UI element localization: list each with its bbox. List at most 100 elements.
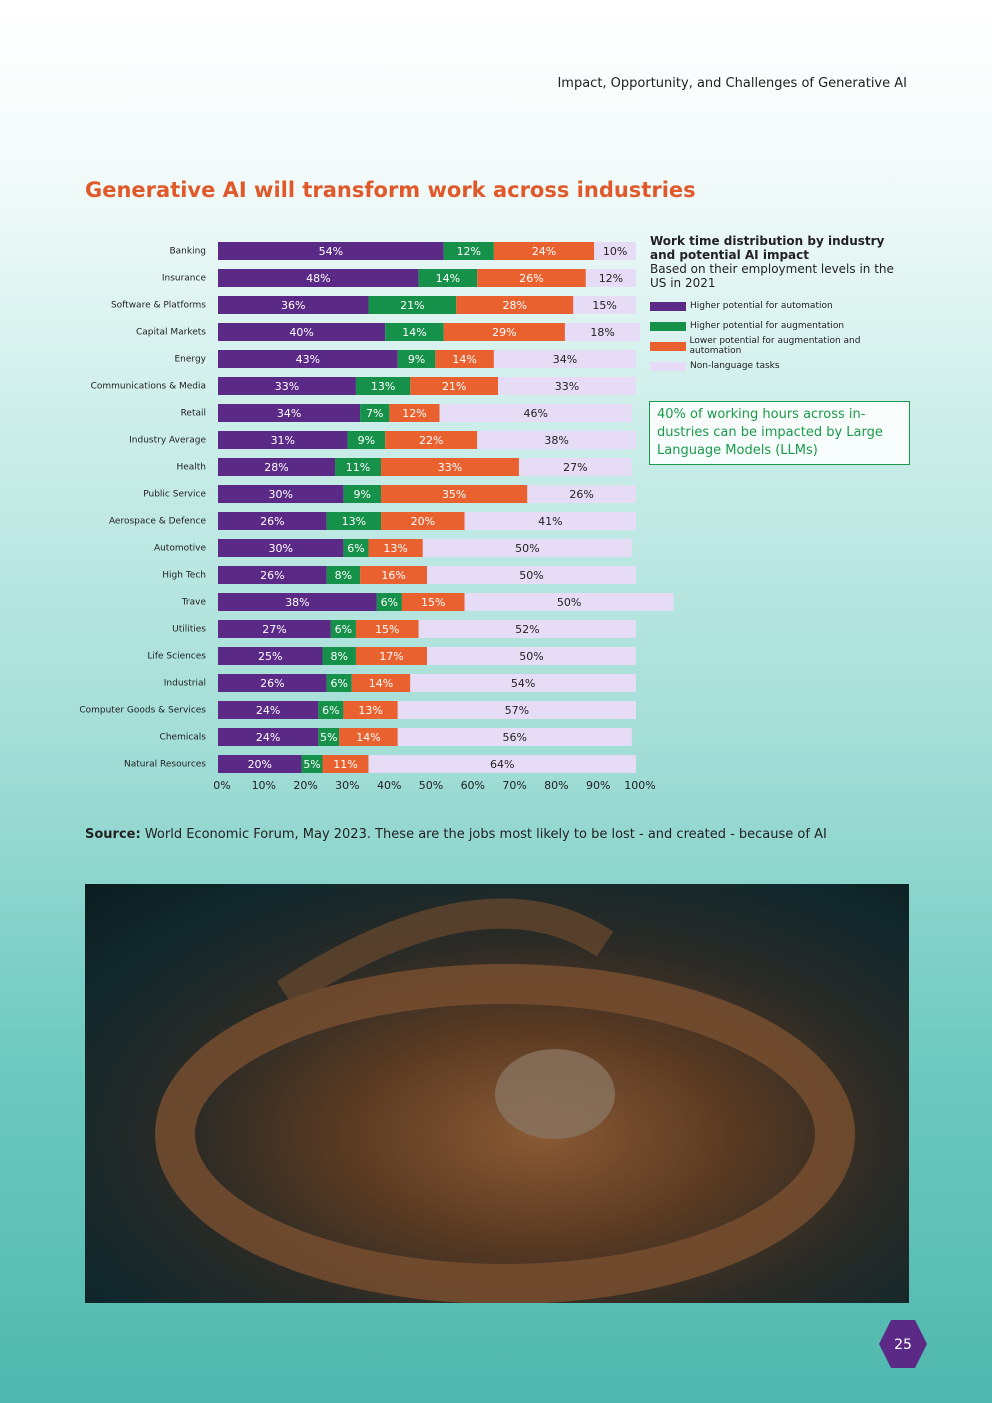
bar-segment [435, 350, 494, 368]
x-tick-label: 50% [419, 779, 443, 792]
value-label: 41% [538, 515, 562, 528]
bar-segment [218, 701, 319, 719]
x-tick-label: 10% [252, 779, 276, 792]
value-label: 14% [452, 353, 476, 366]
value-label: 12% [599, 272, 623, 285]
category-label: Communications & Media [91, 382, 206, 392]
value-label: 31% [271, 434, 295, 447]
value-label: 20% [248, 758, 272, 771]
photo-art [155, 898, 855, 1304]
value-label: 14% [369, 677, 393, 690]
bar-segment [381, 512, 465, 530]
value-label: 21% [400, 299, 424, 312]
value-label: 6% [330, 677, 347, 690]
bar-segment [351, 674, 411, 692]
bar-segment [360, 404, 390, 422]
bar-segment [564, 323, 641, 341]
bar-segment [318, 701, 344, 719]
value-label: 28% [503, 299, 527, 312]
category-label: Trave [181, 598, 207, 608]
bar-segment [464, 512, 636, 530]
bar-segment [410, 674, 636, 692]
value-label: 5% [303, 758, 320, 771]
value-label: 34% [553, 353, 577, 366]
value-label: 54% [319, 245, 343, 258]
value-label: 26% [260, 677, 284, 690]
legend-title: Work time distribution by industry and p… [650, 234, 885, 262]
value-label: 33% [438, 461, 462, 474]
bar-segment [443, 323, 565, 341]
chart: Banking 54% 12% 24% 10% Insurance 48% 14% 26% 12%… [79, 242, 674, 792]
bar-segment [218, 620, 331, 638]
value-label: 50% [519, 650, 543, 663]
legend-item: Non-language tasks [650, 356, 912, 376]
bar-segment [330, 620, 356, 638]
value-label: 24% [256, 731, 280, 744]
category-label: Life Sciences [147, 652, 206, 662]
value-label: 10% [603, 245, 627, 258]
bar-segment [389, 404, 440, 422]
bar-segment [343, 701, 398, 719]
legend-label: Non-language tasks [690, 361, 780, 371]
x-tick-label: 70% [502, 779, 526, 792]
category-label: Chemicals [160, 733, 207, 743]
legend-item: Lower potential for augmentation and aut… [650, 336, 912, 356]
chart-title: Generative AI will transform work across… [85, 178, 696, 202]
value-label: 38% [285, 596, 309, 609]
bar-segment [427, 566, 636, 584]
x-tick-label: 60% [461, 779, 485, 792]
bar-segment [326, 512, 382, 530]
value-label: 15% [375, 623, 399, 636]
value-label: 6% [322, 704, 339, 717]
bar-segment [397, 728, 632, 746]
value-label: 15% [421, 596, 445, 609]
value-label: 30% [268, 542, 292, 555]
value-label: 16% [381, 569, 405, 582]
x-tick-label: 30% [335, 779, 359, 792]
legend-item: Higher potential for automation [650, 296, 912, 316]
bar-segment [397, 350, 436, 368]
bar-segment [218, 269, 419, 287]
bar-segment [343, 539, 369, 557]
bar-segment [218, 566, 327, 584]
category-label: Aerospace & Defence [109, 517, 207, 527]
value-label: 13% [383, 542, 407, 555]
bar-segment [218, 458, 336, 476]
value-label: 13% [371, 380, 395, 393]
value-label: 25% [258, 650, 282, 663]
bar-segment [410, 377, 499, 395]
bar-segment [218, 728, 319, 746]
bar-segment [343, 485, 382, 503]
value-label: 11% [346, 461, 370, 474]
category-label: Utilities [172, 625, 206, 635]
value-label: 14% [356, 731, 380, 744]
bar-segment [381, 485, 528, 503]
bar-segment [397, 701, 636, 719]
category-label: Banking [169, 247, 206, 257]
bar-segment [218, 323, 386, 341]
value-label: 6% [381, 596, 398, 609]
value-label: 50% [515, 542, 539, 555]
category-label: Natural Resources [124, 760, 206, 770]
bar-segment [326, 674, 352, 692]
value-label: 9% [358, 434, 375, 447]
value-label: 34% [277, 407, 301, 420]
bar-segment [326, 566, 361, 584]
category-label: Software & Platforms [111, 301, 206, 311]
bar-segment [355, 620, 419, 638]
value-label: 22% [419, 434, 443, 447]
value-label: 17% [379, 650, 403, 663]
bar-segment [385, 323, 444, 341]
bar-segment [493, 350, 636, 368]
value-label: 50% [557, 596, 581, 609]
value-label: 27% [262, 623, 286, 636]
category-label: Public Service [143, 490, 206, 500]
x-tick-label: 100% [624, 779, 655, 792]
annotation: 40% of working hours across in-dustries … [649, 401, 910, 465]
bar-segment [381, 458, 519, 476]
value-label: 29% [492, 326, 516, 339]
legend-items: Higher potential for automation Higher po… [650, 296, 912, 376]
source-text: World Economic Forum, May 2023. These ar… [144, 827, 827, 842]
value-label: 26% [569, 488, 593, 501]
bar-segment [355, 647, 427, 665]
